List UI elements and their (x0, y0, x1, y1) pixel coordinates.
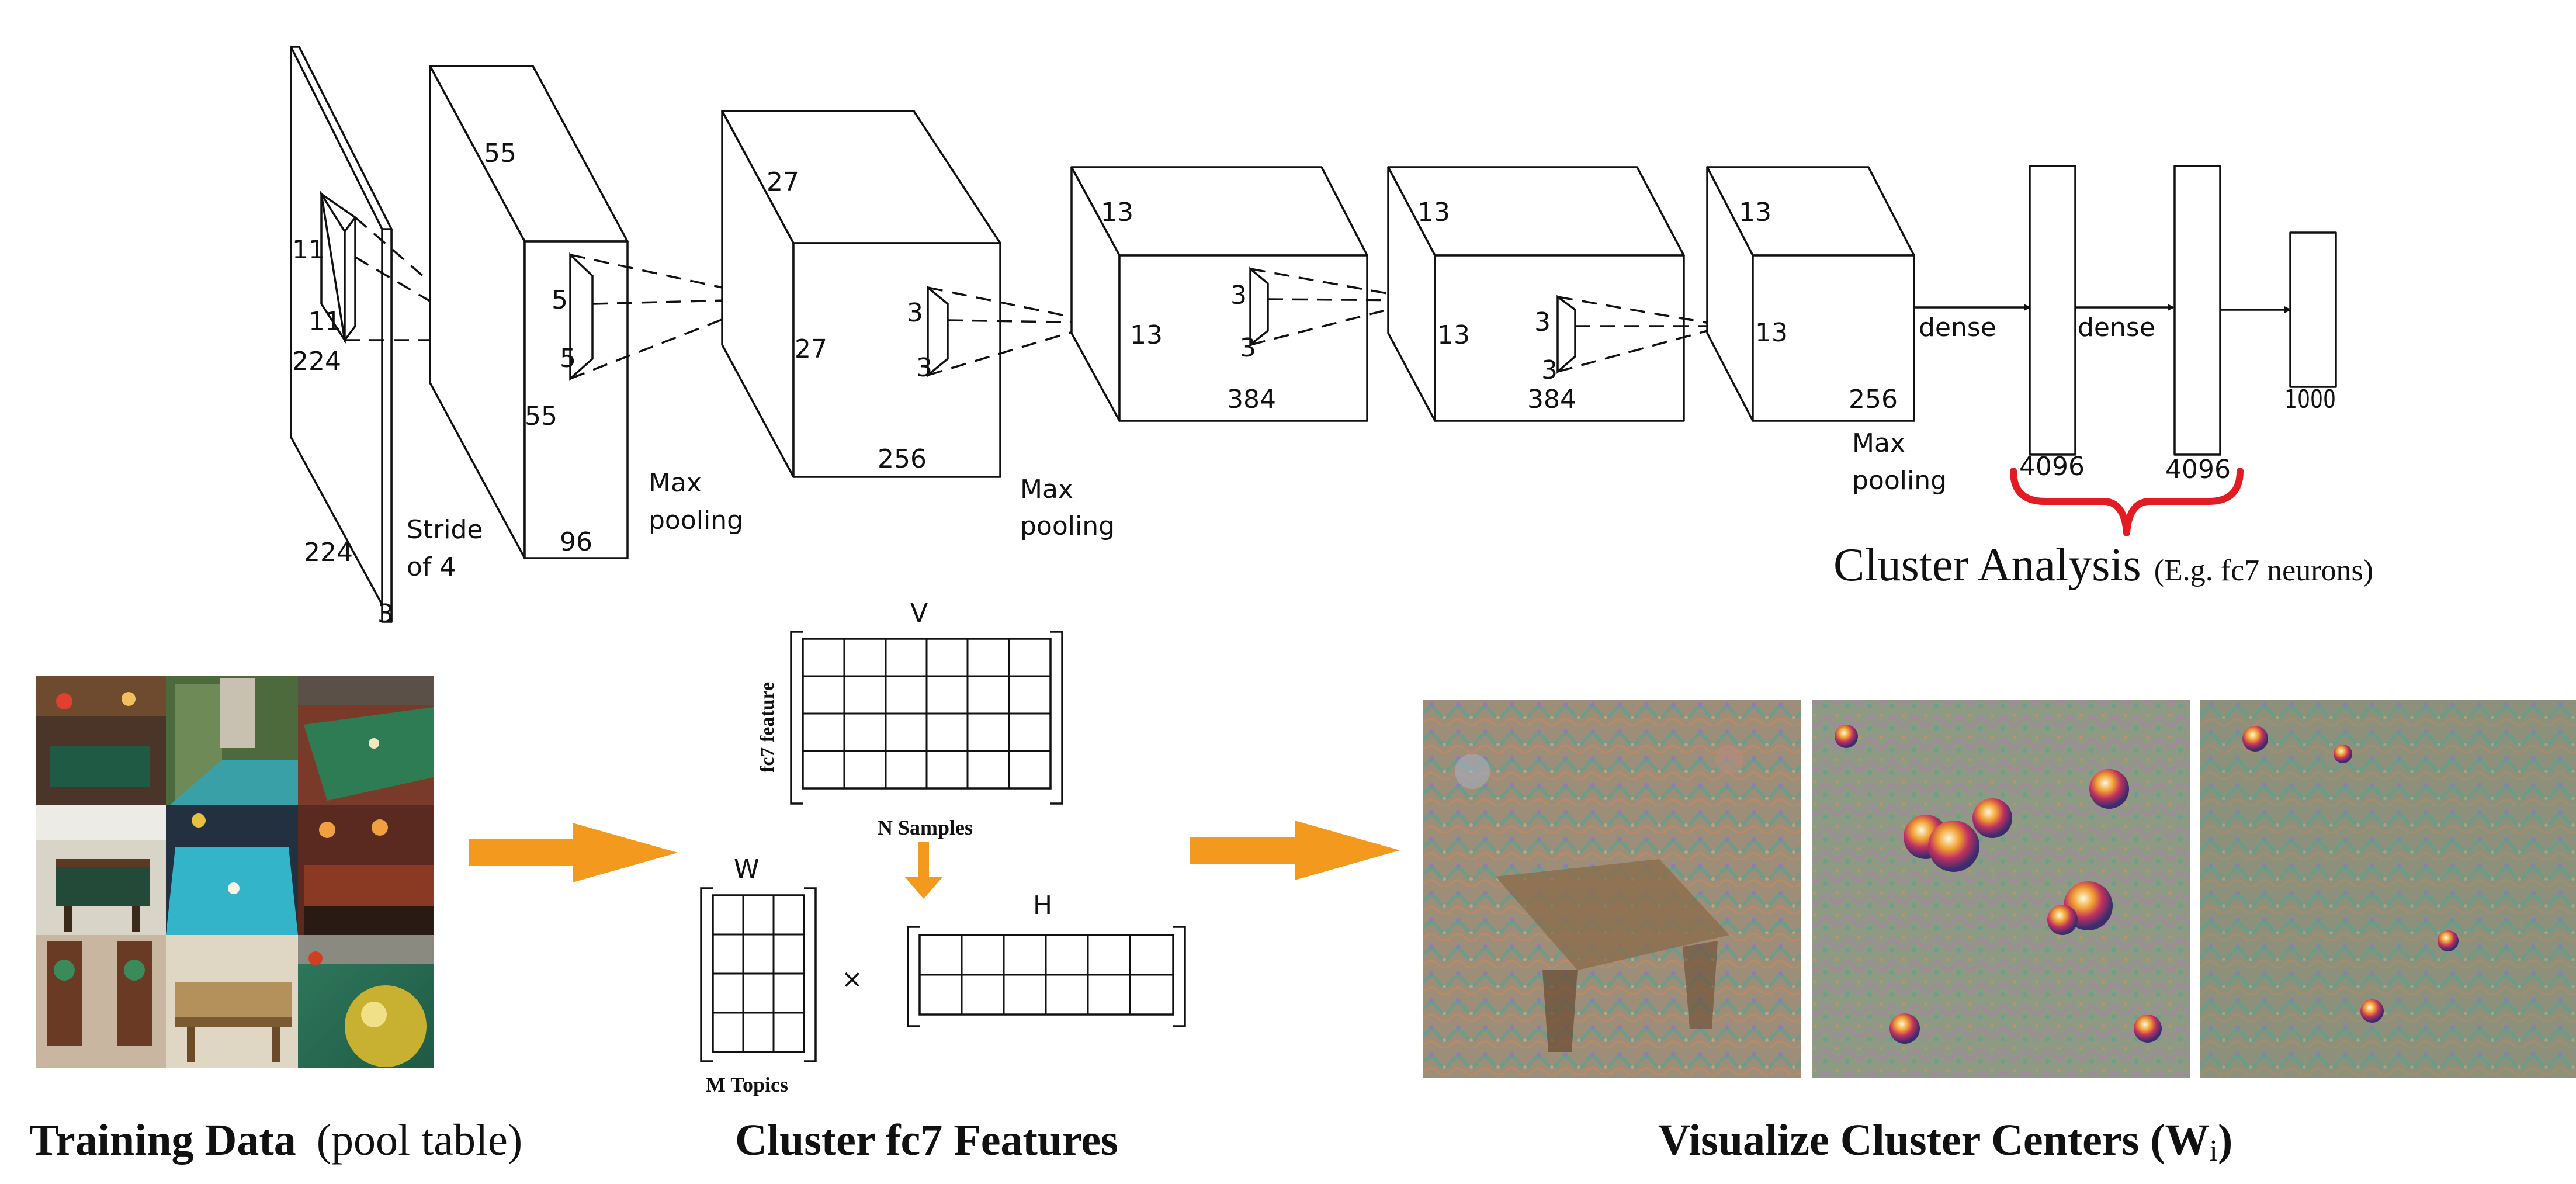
maxpool2-label-line1: Max (1020, 475, 1073, 504)
cluster-analysis-title: Cluster Analysis (1833, 539, 2141, 591)
dense-layers (1914, 165, 2337, 456)
cluster-center-2 (1812, 700, 2190, 1078)
stride-label-line1: Stride (407, 515, 483, 545)
conv1-left-label: 55 (525, 401, 557, 431)
kernel4-width-label: 3 (1240, 333, 1256, 363)
conv3-block (1070, 166, 1420, 422)
matrix-h (907, 926, 1186, 1027)
conv4-top-label: 13 (1417, 198, 1450, 227)
kernel3-width-label: 3 (916, 353, 932, 383)
cluster-caption: Cluster fc7 Features (735, 1116, 1118, 1165)
conv5-top-label: 13 (1739, 198, 1771, 227)
maxpool1-label-line2: pooling (649, 506, 743, 535)
input-layer (290, 46, 495, 623)
arrow-to-visualization (1190, 821, 1400, 880)
conv1-block (429, 65, 772, 559)
conv4-block (1387, 166, 1721, 422)
matrix-h-label: H (1033, 891, 1052, 920)
kernel1-width-label: 11 (308, 307, 341, 337)
output-size-label: 1000 (2284, 385, 2336, 414)
conv5-depth-label: 256 (1849, 385, 1898, 414)
kernel1-height-label: 11 (292, 235, 325, 265)
training-caption-rest: (pool table) (317, 1116, 522, 1165)
kernel5-height-label: 3 (1534, 307, 1551, 337)
conv2-left-label: 27 (795, 334, 827, 364)
training-image-1 (36, 676, 166, 805)
conv3-left-label: 13 (1130, 320, 1163, 350)
conv2-depth-label: 256 (878, 444, 927, 474)
training-image-2 (166, 676, 298, 805)
training-image-6 (298, 805, 434, 935)
conv4-depth-label: 384 (1527, 385, 1576, 414)
cluster-center-1 (1423, 700, 1801, 1078)
training-image-5 (166, 805, 298, 935)
training-images (36, 676, 434, 1068)
input-width-label: 224 (304, 538, 353, 567)
stride-label-line2: of 4 (407, 552, 456, 582)
matrix-w-label: W (734, 854, 760, 884)
visualize-caption: Visualize Cluster Centers (W (1658, 1116, 2210, 1165)
conv4-left-label: 13 (1437, 320, 1470, 350)
dense1-label: dense (1919, 313, 1996, 342)
input-height-label: 224 (292, 347, 341, 376)
visualize-caption-end: ) (2218, 1116, 2232, 1165)
training-image-3 (298, 676, 434, 805)
conv5-left-label: 13 (1755, 318, 1788, 348)
conv2-block (721, 110, 1100, 478)
topics-label: M Topics (706, 1073, 788, 1096)
training-caption-bold: Training Data (29, 1116, 296, 1165)
input-depth-label: 3 (377, 599, 394, 629)
matrix-v (790, 631, 1063, 805)
kernel3-height-label: 3 (907, 298, 923, 328)
maxpool2-label-line2: pooling (1020, 511, 1115, 541)
training-image-7 (36, 935, 166, 1068)
maxpool3-label-line2: pooling (1852, 466, 1947, 496)
feature-axis-label: fc7 feature (757, 682, 778, 773)
kernel4-height-label: 3 (1230, 281, 1247, 310)
kernel2-height-label: 5 (552, 285, 568, 315)
kernel2-width-label: 5 (560, 344, 576, 373)
matrix-w (700, 887, 817, 1062)
svg-text:Visualize Cluster Centers (Wi): Visualize Cluster Centers (Wi) (1658, 1116, 2232, 1168)
kernel5-width-label: 3 (1541, 355, 1558, 385)
svg-text:Training Data (pool table): Training Data (pool table) (29, 1116, 522, 1165)
training-image-8 (166, 935, 298, 1068)
maxpool1-label-line1: Max (649, 468, 702, 498)
conv3-top-label: 13 (1101, 198, 1133, 227)
cluster-center-3 (2200, 700, 2576, 1078)
conv2-top-label: 27 (767, 167, 799, 197)
visualize-caption-subscript: i (2210, 1134, 2218, 1168)
fc6-size-label: 4096 (2019, 452, 2085, 482)
cluster-analysis-subtitle: (E.g. fc7 neurons) (2154, 554, 2373, 587)
training-image-9 (298, 935, 434, 1068)
svg-text:Cluster Analysis (E.g. fc7: Cluster Analysis (E.g. fc7 neurons) (1833, 539, 2373, 591)
conv5-block (1706, 166, 1915, 422)
matrix-v-label: V (910, 598, 928, 628)
arrow-to-clustering (469, 823, 678, 882)
conv1-depth-label: 96 (560, 527, 592, 557)
maxpool3-label-line1: Max (1852, 428, 1905, 458)
samples-label: N Samples (878, 816, 973, 839)
arrow-v-to-h (904, 842, 943, 899)
dense2-label: dense (2078, 313, 2155, 342)
conv1-top-label: 55 (484, 139, 516, 168)
training-image-4 (36, 805, 166, 935)
cluster-brace (2010, 468, 2244, 536)
fc7-size-label: 4096 (2165, 455, 2231, 484)
conv3-depth-label: 384 (1227, 385, 1276, 414)
multiply-symbol: × (841, 964, 863, 994)
